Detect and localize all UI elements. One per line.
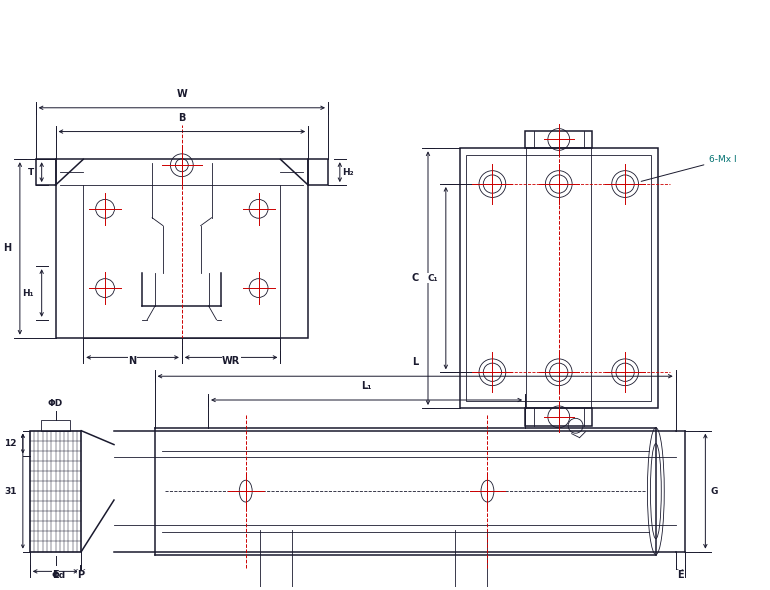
Text: E: E — [677, 571, 684, 581]
Text: W: W — [176, 89, 187, 99]
Text: H: H — [3, 244, 11, 254]
Text: P: P — [77, 571, 85, 581]
Text: L₁: L₁ — [361, 381, 372, 391]
Text: H₂: H₂ — [342, 168, 353, 176]
Text: 12: 12 — [5, 439, 17, 448]
Bar — [460, 149, 658, 408]
Bar — [525, 130, 592, 149]
Text: ΦD: ΦD — [48, 399, 63, 408]
Bar — [35, 159, 55, 185]
Bar — [83, 185, 280, 337]
Bar — [525, 408, 592, 426]
Text: B: B — [178, 113, 186, 123]
Text: G: G — [711, 487, 718, 496]
Bar — [30, 431, 82, 552]
Text: H₁: H₁ — [22, 289, 34, 297]
Bar — [308, 159, 328, 185]
Text: Φd: Φd — [52, 571, 65, 581]
Text: C: C — [412, 273, 419, 283]
Text: T: T — [28, 168, 34, 176]
Text: 31: 31 — [5, 487, 17, 496]
Bar — [55, 159, 308, 337]
Bar — [41, 420, 70, 431]
Text: N: N — [129, 356, 136, 366]
Text: WR: WR — [222, 356, 240, 366]
Text: 6-Mx l: 6-Mx l — [641, 155, 737, 181]
Bar — [466, 155, 651, 401]
Text: C₁: C₁ — [427, 274, 438, 283]
Text: L: L — [412, 358, 418, 368]
Text: E: E — [52, 571, 59, 581]
